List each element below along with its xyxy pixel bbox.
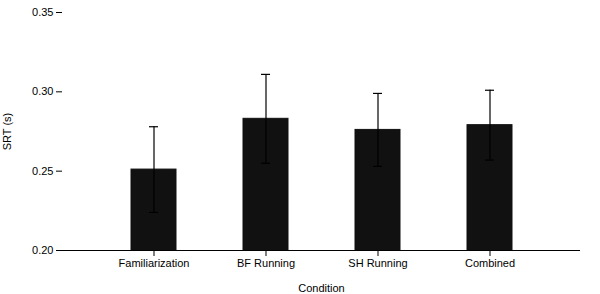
- svg-text:Condition: Condition: [298, 282, 344, 294]
- svg-text:Familiarization: Familiarization: [119, 257, 190, 269]
- svg-text:Combined: Combined: [465, 257, 515, 269]
- svg-text:BF Running: BF Running: [237, 257, 295, 269]
- svg-text:0.25: 0.25: [32, 165, 53, 177]
- svg-text:SH Running: SH Running: [348, 257, 407, 269]
- svg-text:0.20: 0.20: [32, 244, 53, 256]
- svg-text:0.35: 0.35: [32, 6, 53, 18]
- svg-text:SRT (s): SRT (s): [1, 113, 13, 151]
- svg-text:0.30: 0.30: [32, 85, 53, 97]
